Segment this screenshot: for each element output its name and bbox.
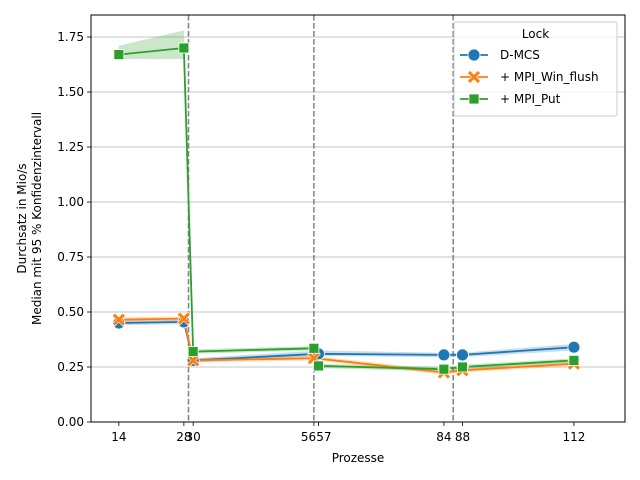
legend-entry: + MPI_Win_flush xyxy=(460,70,599,84)
data-point-mpi-put xyxy=(187,346,199,358)
legend-box xyxy=(453,21,618,117)
data-point-mpi-put xyxy=(438,363,450,375)
x-tick-label: 112 xyxy=(562,430,585,444)
data-point-mpi-win-flush xyxy=(176,311,191,326)
legend-label: + MPI_Win_flush xyxy=(500,70,599,84)
x-axis-label: Prozesse xyxy=(332,451,385,465)
y-tick-label: 1.50 xyxy=(57,85,84,99)
data-point-mpi-put xyxy=(568,354,580,366)
legend-entries: D-MCS + MPI_Win_flush + MPI_Put xyxy=(460,48,599,106)
legend-title: Lock xyxy=(522,27,549,41)
y-axis-ticks: 0.00 0.25 0.50 0.75 1.00 1.25 1.50 1.75 xyxy=(57,30,91,429)
legend-marker xyxy=(467,48,481,62)
marker-layer xyxy=(111,42,581,380)
data-point-mpi-put xyxy=(113,49,125,60)
data-point-mpi-put xyxy=(308,342,320,354)
y-tick-label: 1.25 xyxy=(57,140,84,154)
y-tick-label: 0.50 xyxy=(57,305,84,319)
legend-label: D-MCS xyxy=(500,48,540,62)
data-point-mpi-put xyxy=(457,361,468,373)
data-point-mpi-win-flush xyxy=(111,312,126,327)
y-tick-label: 0.75 xyxy=(57,250,84,264)
data-point-mpi-put xyxy=(313,360,324,372)
y-axis-label-line-2: Median mit 95 % Konfidenzintervall xyxy=(30,112,44,325)
y-tick-label: 1.75 xyxy=(57,30,84,44)
series-line-d-mcs xyxy=(118,320,574,362)
x-tick-label: 84 xyxy=(436,430,451,444)
plot-frame xyxy=(90,14,626,423)
data-point-d-mcs xyxy=(567,340,581,354)
data-point-mpi-win-flush xyxy=(186,353,201,368)
legend: Lock D-MCS + MPI_Win_flush + MPI_Put xyxy=(453,21,618,117)
x-tick-label: 14 xyxy=(111,430,126,444)
x-tick-label: 88 xyxy=(455,430,470,444)
y-tick-label: 0.00 xyxy=(57,415,84,429)
x-tick-label: 5657 xyxy=(301,430,332,444)
y-axis-label-line-1: Durchsatz in Mio/s xyxy=(15,163,29,273)
x-tick-label: 28 xyxy=(176,430,191,444)
legend-entry: D-MCS xyxy=(460,48,540,62)
legend-marker xyxy=(468,93,480,105)
data-point-mpi-put xyxy=(178,42,190,54)
y-tick-label: 0.25 xyxy=(57,360,84,374)
legend-entry: + MPI_Put xyxy=(460,92,561,106)
legend-label: + MPI_Put xyxy=(500,92,561,106)
y-tick-label: 1.00 xyxy=(57,195,84,209)
data-point-d-mcs xyxy=(456,348,469,362)
data-point-d-mcs xyxy=(437,348,451,362)
x-tick-label: 30 xyxy=(186,430,201,444)
legend-marker xyxy=(467,70,481,84)
